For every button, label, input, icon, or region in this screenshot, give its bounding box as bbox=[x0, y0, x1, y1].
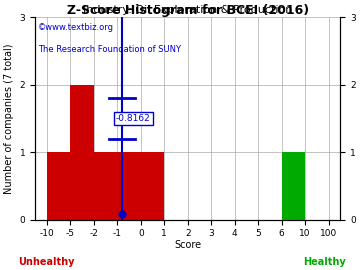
Bar bbox=[282, 152, 305, 220]
Y-axis label: Number of companies (7 total): Number of companies (7 total) bbox=[4, 43, 14, 194]
X-axis label: Score: Score bbox=[174, 240, 201, 250]
Text: ©www.textbiz.org: ©www.textbiz.org bbox=[38, 23, 114, 32]
Text: The Research Foundation of SUNY: The Research Foundation of SUNY bbox=[38, 46, 181, 55]
Bar bbox=[71, 85, 94, 220]
Title: Z-Score Histogram for BCEI (2016): Z-Score Histogram for BCEI (2016) bbox=[67, 4, 309, 17]
Text: Industry: Oil Exploration & Production: Industry: Oil Exploration & Production bbox=[83, 5, 292, 15]
Text: Unhealthy: Unhealthy bbox=[19, 257, 75, 267]
Text: Healthy: Healthy bbox=[303, 257, 345, 267]
Text: -0.8162: -0.8162 bbox=[116, 114, 151, 123]
Bar bbox=[47, 152, 71, 220]
Bar bbox=[117, 152, 164, 220]
Bar bbox=[94, 152, 117, 220]
